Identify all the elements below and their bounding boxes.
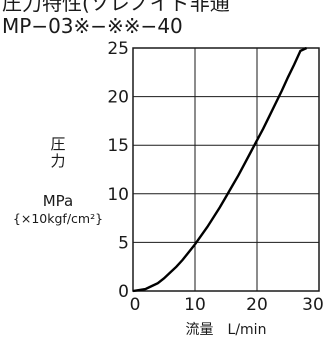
x-tick-label: 30 <box>302 295 324 315</box>
y-tick-label: 0 <box>118 282 129 302</box>
y-axis-unit-alt: {×10kgf/cm²} <box>13 211 103 226</box>
x-tick-label: 10 <box>184 295 206 315</box>
pressure-curve <box>132 46 308 293</box>
chart-title: MP−03※−※※−40 <box>2 14 183 38</box>
y-tick-label: 5 <box>118 233 129 253</box>
y-tick-label: 25 <box>107 39 129 59</box>
chart-grid <box>133 48 319 291</box>
y-tick-label: 20 <box>107 88 129 108</box>
y-axis-label-line2: 力 <box>50 152 65 170</box>
x-tick-labels: 0 10 20 30 <box>130 295 324 315</box>
y-tick-label: 10 <box>107 185 129 205</box>
plot-frame <box>132 47 320 292</box>
x-tick-label: 20 <box>246 295 268 315</box>
chart-title-top: 圧力特性(ソレノイド非通 <box>2 0 230 15</box>
y-tick-labels: 0 5 10 15 20 25 <box>107 39 129 302</box>
x-axis-label: 流量 L/min <box>186 322 267 338</box>
x-tick-label: 0 <box>130 295 141 315</box>
y-tick-label: 15 <box>107 136 129 156</box>
y-axis-unit: MPa <box>43 192 74 210</box>
y-axis-label-line1: 圧 <box>50 135 65 153</box>
